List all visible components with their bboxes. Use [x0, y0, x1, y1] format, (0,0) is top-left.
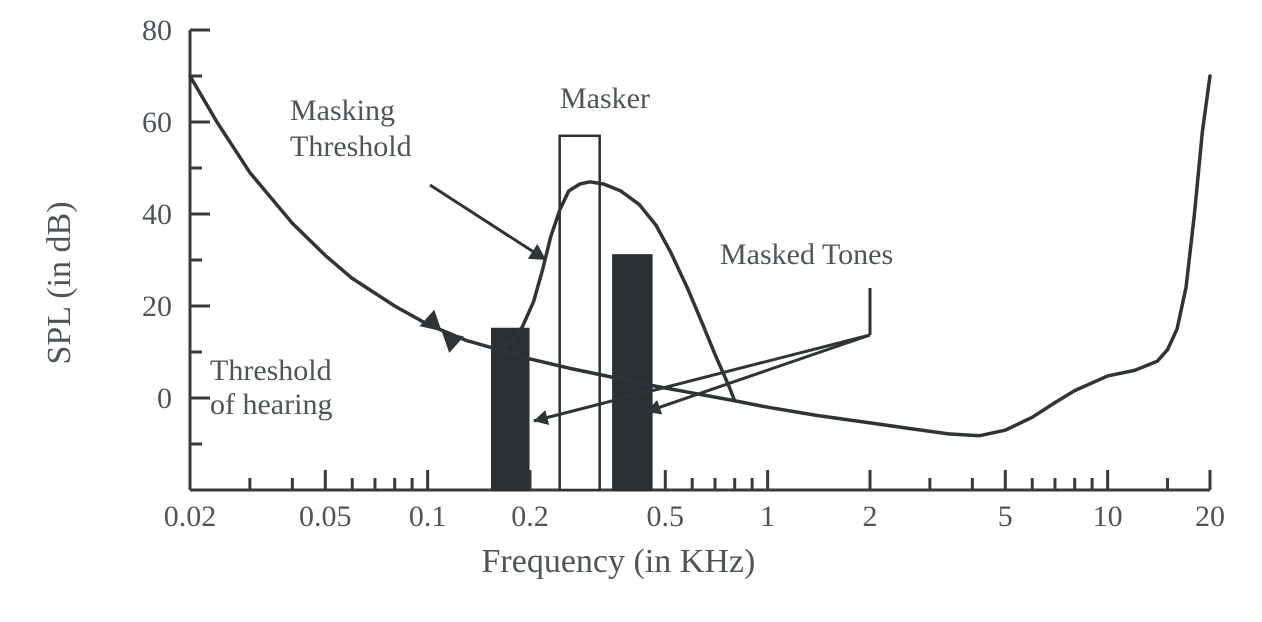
svg-text:80: 80 [142, 14, 172, 47]
svg-text:Threshold: Threshold [210, 354, 332, 387]
svg-text:40: 40 [142, 198, 172, 231]
svg-text:10: 10 [1093, 500, 1123, 533]
svg-text:Masking: Masking [290, 94, 395, 127]
svg-text:20: 20 [142, 290, 172, 323]
masking-chart: 0 20 40 60 80 0.02 0.05 0.1 0.2 0.5 1 2 5 10 20 Frequen… [0, 0, 1262, 622]
svg-text:0.2: 0.2 [511, 500, 549, 533]
svg-text:5: 5 [998, 500, 1013, 533]
svg-text:Frequency (in KHz): Frequency (in KHz) [482, 543, 756, 580]
masked-tone-high [613, 255, 651, 490]
svg-text:Threshold: Threshold [290, 130, 412, 163]
svg-text:0.5: 0.5 [647, 500, 685, 533]
svg-text:Masker: Masker [560, 82, 650, 115]
svg-text:0.05: 0.05 [299, 500, 352, 533]
svg-text:Masked Tones: Masked Tones [720, 238, 893, 271]
svg-text:0: 0 [157, 382, 172, 415]
svg-text:0.1: 0.1 [409, 500, 447, 533]
svg-text:20: 20 [1195, 500, 1225, 533]
svg-text:of hearing: of hearing [210, 388, 332, 421]
masker [560, 136, 600, 490]
svg-text:SPL (in dB): SPL (in dB) [41, 201, 78, 364]
svg-text:1: 1 [760, 500, 775, 533]
svg-text:2: 2 [863, 500, 878, 533]
svg-text:0.02: 0.02 [164, 500, 217, 533]
svg-text:60: 60 [142, 106, 172, 139]
